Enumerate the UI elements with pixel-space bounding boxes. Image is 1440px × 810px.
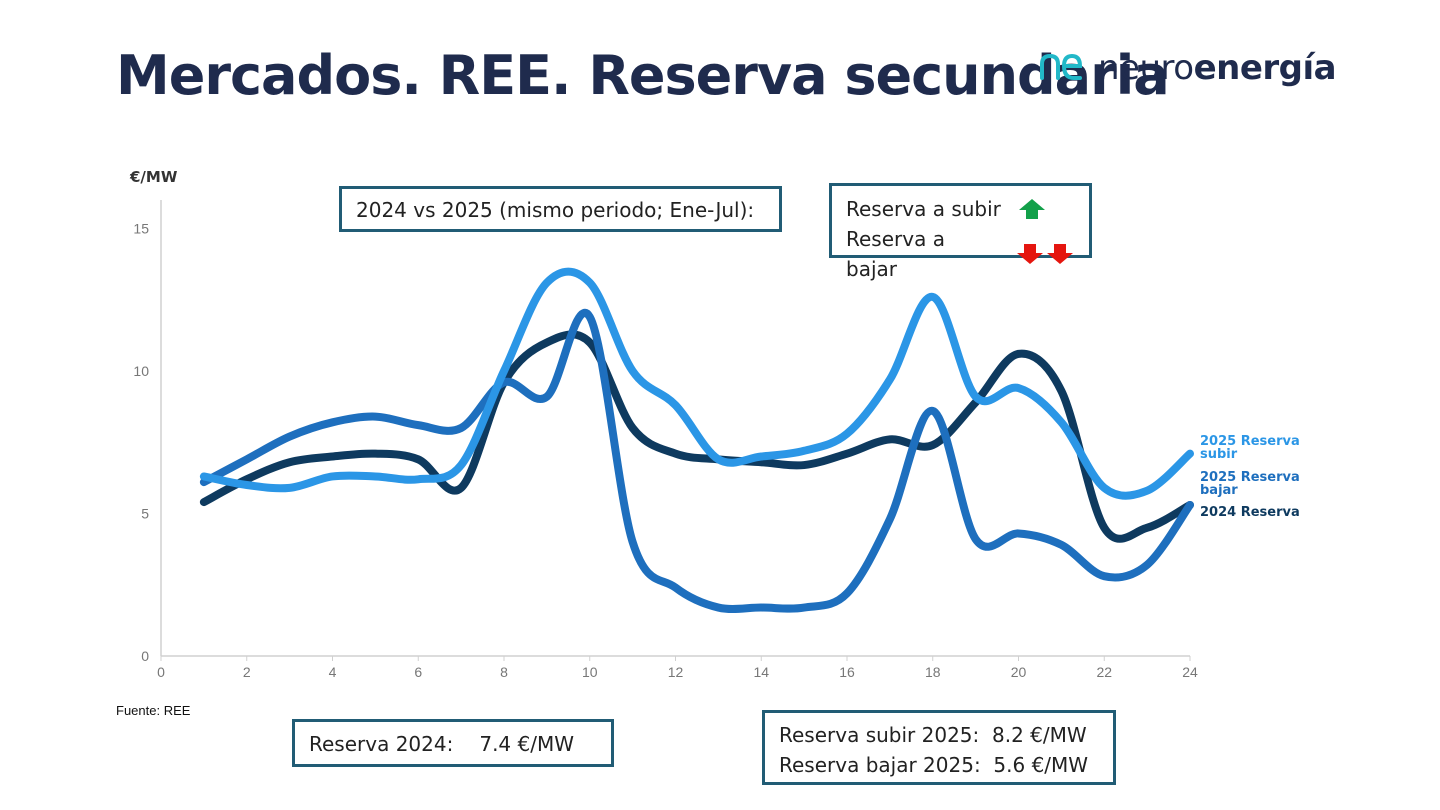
x-tick-label: 16 (839, 664, 855, 680)
x-tick-label: 18 (925, 664, 941, 680)
series-line-2025-reserva-bajar (199, 309, 1194, 614)
direction-down-label: Reserva a bajar (846, 227, 945, 281)
y-axis-label: €/MW (129, 168, 178, 186)
logo-text: neuroenergía (1098, 48, 1337, 88)
x-tick-label: 24 (1182, 664, 1198, 680)
x-tick-label: 6 (414, 664, 422, 680)
chart-series (199, 267, 1194, 614)
y-tick-label: 5 (141, 506, 149, 522)
series-line-2025-reserva-subir (199, 267, 1194, 500)
page-title: Mercados. REE. Reserva secundaria (116, 44, 1170, 107)
legend-label: 2025 Reserva (1200, 470, 1300, 485)
summary-2025-down: Reserva bajar 2025: 5.6 €/MW (779, 750, 1099, 780)
x-tick-label: 14 (753, 664, 769, 680)
summary-2025-down-value: 5.6 €/MW (993, 753, 1089, 777)
summary-2025-down-label: Reserva bajar 2025: (779, 753, 981, 777)
y-tick-label: 10 (133, 363, 149, 379)
summary-2024-value: 7.4 €/MW (479, 732, 575, 756)
x-tick-label: 20 (1011, 664, 1027, 680)
logo-text-bold: energía (1193, 48, 1337, 88)
summary-2024: Reserva 2024: 7.4 €/MW (292, 719, 614, 767)
y-tick-label: 0 (141, 648, 149, 664)
arrow-up-icon (1018, 199, 1045, 219)
summary-2025: Reserva subir 2025: 8.2 €/MW Reserva baj… (762, 710, 1116, 785)
x-tick-label: 4 (329, 664, 337, 680)
legend-label: 2025 Reserva (1200, 434, 1300, 449)
direction-up-label: Reserva a subir (846, 197, 1001, 221)
x-tick-label: 10 (582, 664, 598, 680)
arrow-down-icon (1047, 244, 1074, 264)
direction-down-row: Reserva a bajar (846, 224, 1075, 284)
summary-2025-up-value: 8.2 €/MW (991, 723, 1087, 747)
legend-label-line2: subir (1200, 447, 1238, 462)
series-line-2024-reserva (199, 330, 1194, 543)
direction-up-row: Reserva a subir (846, 194, 1075, 224)
y-tick-label: 15 (133, 221, 149, 237)
brand-logo: neuroenergía (1038, 48, 1337, 88)
x-tick-label: 22 (1096, 664, 1112, 680)
period-note: 2024 vs 2025 (mismo periodo; Ene-Jul): (339, 186, 782, 232)
summary-2025-up-label: Reserva subir 2025: (779, 723, 980, 747)
summary-2024-label: Reserva 2024: (309, 732, 454, 756)
x-tick-label: 0 (157, 664, 165, 680)
legend-label-line2: bajar (1200, 483, 1238, 498)
period-note-text: 2024 vs 2025 (mismo periodo; Ene-Jul): (356, 198, 755, 222)
neuroenergia-logo-icon (1040, 53, 1083, 80)
x-tick-label: 12 (668, 664, 684, 680)
summary-2025-up: Reserva subir 2025: 8.2 €/MW (779, 720, 1099, 750)
direction-note: Reserva a subir Reserva a bajar (829, 183, 1092, 281)
arrow-down-icon (1017, 244, 1044, 264)
x-tick-label: 8 (500, 664, 508, 680)
x-tick-label: 2 (243, 664, 251, 680)
source-note: Fuente: REE (116, 703, 191, 718)
legend-label: 2024 Reserva (1200, 505, 1300, 520)
logo-text-light: neuro (1098, 48, 1194, 88)
